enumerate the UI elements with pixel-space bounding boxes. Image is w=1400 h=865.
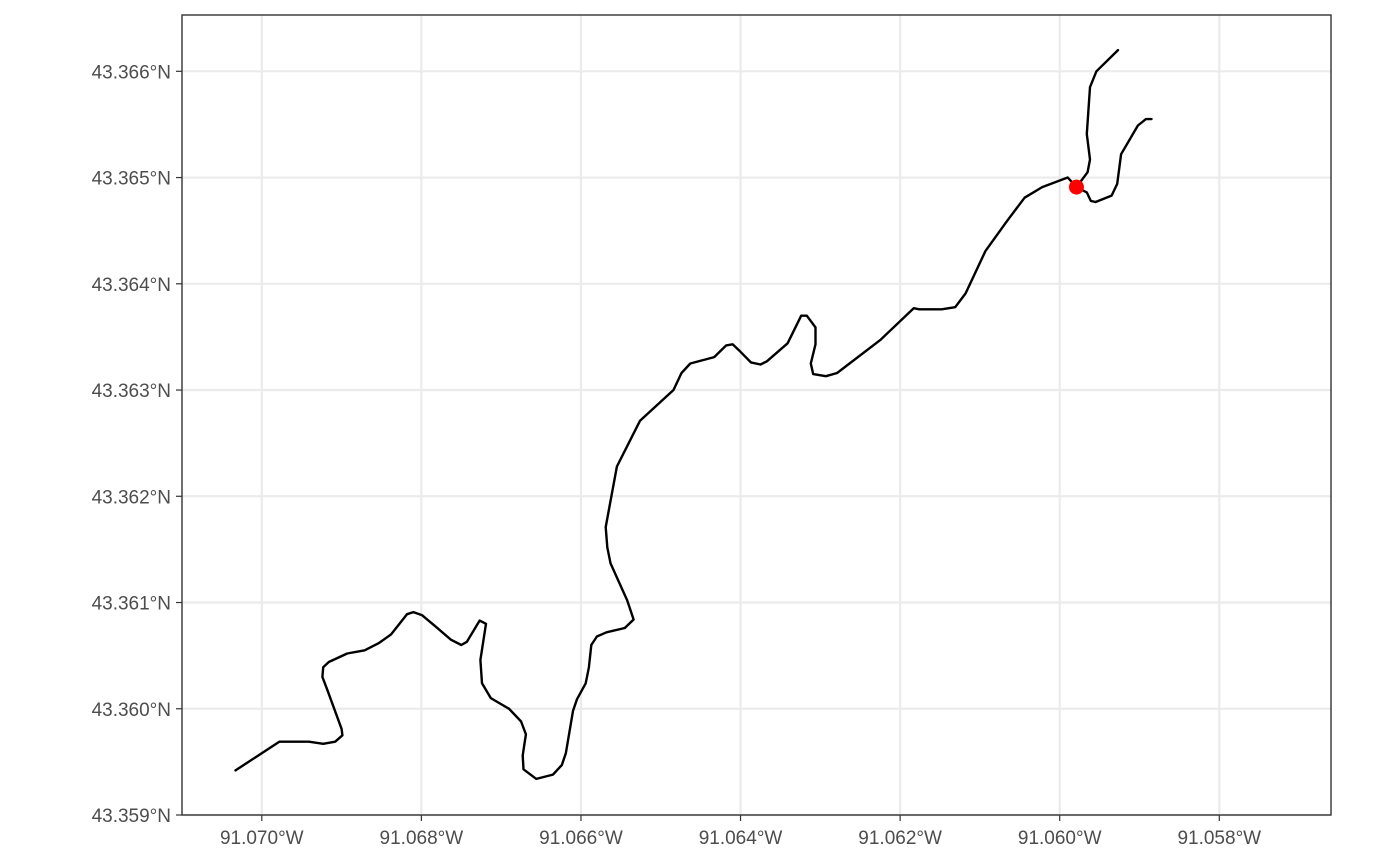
- highlight-point-layer: [1068, 179, 1084, 195]
- axis-ticks: [176, 70, 1220, 821]
- x-tick-label: 91.058°W: [1177, 828, 1261, 849]
- river-track-segment-2: [1075, 48, 1120, 189]
- y-tick-label: 43.360°N: [92, 700, 171, 721]
- x-tick-label: 91.060°W: [1018, 828, 1102, 849]
- x-axis-tick-labels: 91.070°W 91.068°W 91.066°W 91.064°W 91.062°W…: [220, 828, 1261, 849]
- panel-border: [181, 14, 1332, 816]
- river-track: [234, 48, 1153, 781]
- y-tick-label: 43.365°N: [92, 169, 171, 190]
- x-tick-label: 91.062°W: [858, 828, 942, 849]
- y-tick-label: 43.364°N: [92, 275, 171, 296]
- y-tick-label: 43.363°N: [92, 381, 171, 402]
- gridlines: [182, 15, 1331, 817]
- y-tick-label: 43.362°N: [92, 487, 171, 508]
- y-axis-tick-labels: 43.359°N 43.360°N 43.361°N 43.362°N 43.363°N…: [92, 62, 171, 827]
- x-tick-label: 91.064°W: [699, 828, 783, 849]
- x-tick-label: 91.068°W: [380, 828, 464, 849]
- x-tick-label: 91.066°W: [539, 828, 623, 849]
- river-track-segment-3: [1075, 117, 1153, 204]
- highlight-point: [1068, 179, 1084, 195]
- x-tick-label: 91.070°W: [220, 828, 304, 849]
- y-tick-label: 43.361°N: [92, 594, 171, 615]
- y-tick-label: 43.359°N: [92, 806, 171, 827]
- river-track-segment-1: [234, 176, 1078, 781]
- y-tick-label: 43.366°N: [92, 62, 171, 83]
